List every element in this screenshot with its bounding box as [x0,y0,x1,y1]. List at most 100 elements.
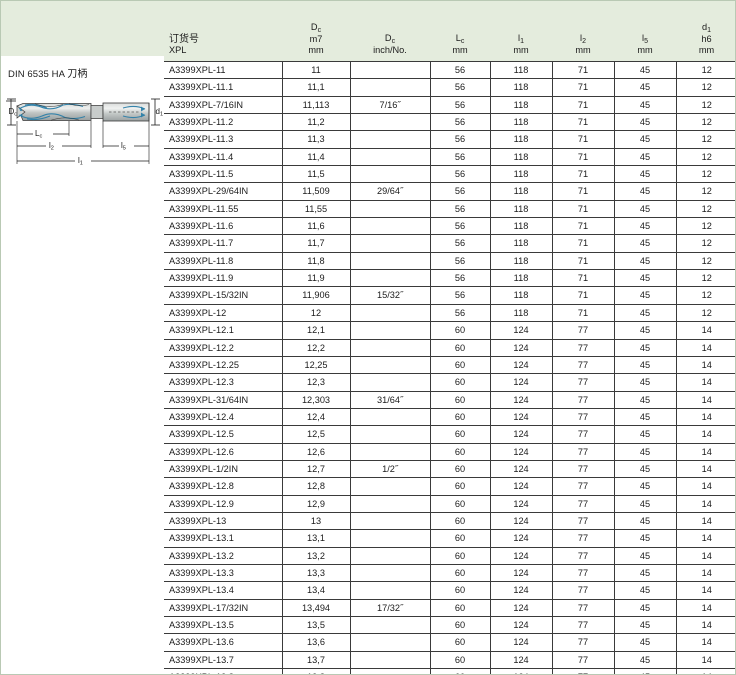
cell-lc: 56 [430,234,491,253]
column-header-d1-symbol: d [701,22,708,32]
table-row[interactable]: A3399XPL-12.8 12,8 60 124 77 45 14 [164,477,735,496]
cell-d1: 14 [676,407,735,426]
table-row[interactable]: A3399XPL-12.3 12,3 60 124 77 45 14 [164,373,735,392]
table-row[interactable]: A3399XPL-11.5 11,5 56 118 71 45 12 [164,165,735,183]
cell-l1: 124 [490,650,553,669]
table-row[interactable]: A3399XPL-12.4 12,4 60 124 77 45 14 [164,407,735,426]
table-row[interactable]: A3399XPL-11.9 11,9 56 118 71 45 12 [164,269,735,287]
cell-dc-mm: 12,1 [282,321,351,339]
table-row[interactable]: A3399XPL-11.2 11,2 56 118 71 45 12 [164,113,735,131]
cell-l2: 77 [552,546,615,565]
cell-l5: 45 [614,182,677,201]
table-row[interactable]: A3399XPL-12.25 12,25 60 124 77 45 14 [164,355,735,374]
cell-dc-inch [350,303,431,322]
table-row[interactable]: A3399XPL-11.3 11,3 56 118 71 45 12 [164,130,735,149]
column-header-dc-inch-subscript: c [391,38,396,45]
cell-l2: 77 [552,668,615,674]
table-row[interactable]: A3399XPL-13.6 13,6 60 124 77 45 14 [164,633,735,652]
cell-d1: 12 [676,303,735,322]
table-row[interactable]: A3399XPL-11.6 11,6 56 118 71 45 12 [164,217,735,235]
table-row[interactable]: A3399XPL-12.2 12,2 60 124 77 45 14 [164,338,735,357]
cell-dc-mm: 11,113 [282,95,351,114]
cell-l2: 77 [552,373,615,392]
cell-lc: 56 [430,78,491,97]
column-header-l5-subscript: 5 [644,38,648,45]
cell-l2: 71 [552,251,615,270]
cell-l5: 45 [614,494,677,513]
cell-dc-mm: 11,4 [282,147,351,166]
table-row[interactable]: A3399XPL-11.7 11,7 56 118 71 45 12 [164,234,735,253]
cell-l5: 45 [614,442,677,461]
cell-dc-inch [350,494,431,513]
table-row[interactable]: A3399XPL-29/64IN 11,509 29/64˝ 56 118 71 45 12 [164,182,735,201]
cell-l5: 45 [614,251,677,270]
cell-dc-mm: 13,7 [282,650,351,669]
table-row[interactable]: A3399XPL-12.1 12,1 60 124 77 45 14 [164,321,735,339]
cell-dc-inch: 31/64˝ [350,390,431,409]
table-row[interactable]: A3399XPL-13.2 13,2 60 124 77 45 14 [164,546,735,565]
column-header-order-cjk: 订货号 [169,34,199,45]
column-header-l5-symbol: l [642,33,645,43]
cell-dc-inch [350,60,431,79]
cell-dc-mm: 11,5 [282,165,351,183]
cell-dc-mm: 11,3 [282,130,351,149]
table-row[interactable]: A3399XPL-13 13 60 124 77 45 14 [164,511,735,530]
cell-l1: 124 [490,563,553,582]
table-row[interactable]: A3399XPL-13.3 13,3 60 124 77 45 14 [164,563,735,582]
cell-order-number: A3399XPL-12 [164,303,283,322]
table-row[interactable]: A3399XPL-12.6 12,6 60 124 77 45 14 [164,442,735,461]
cell-l5: 45 [614,529,677,548]
cell-dc-inch [350,269,431,287]
cell-dc-inch: 1/2˝ [350,459,431,478]
table-row[interactable]: A3399XPL-7/16IN 11,113 7/16˝ 56 118 71 45 12 [164,95,735,114]
table-row[interactable]: A3399XPL-11.8 11,8 56 118 71 45 12 [164,251,735,270]
table-row[interactable]: A3399XPL-11.55 11,55 56 118 71 45 12 [164,199,735,218]
cell-dc-mm: 13,6 [282,633,351,652]
cell-l2: 71 [552,286,615,305]
cell-d1: 12 [676,95,735,114]
cell-l1: 118 [490,217,553,235]
cell-d1: 12 [676,165,735,183]
table-row[interactable]: A3399XPL-12.5 12,5 60 124 77 45 14 [164,425,735,444]
cell-l5: 45 [614,321,677,339]
column-header-dc-inch: Dc inch/No. [350,1,430,62]
table-row[interactable]: A3399XPL-13.7 13,7 60 124 77 45 14 [164,650,735,669]
cell-l1: 118 [490,234,553,253]
cell-l2: 77 [552,633,615,652]
tool-illustration [16,102,150,122]
cell-l2: 71 [552,130,615,149]
table-row[interactable]: A3399XPL-11.4 11,4 56 118 71 45 12 [164,147,735,166]
table-row[interactable]: A3399XPL-12 12 56 118 71 45 12 [164,303,735,322]
table-row[interactable]: A3399XPL-31/64IN 12,303 31/64˝ 60 124 77 45 14 [164,390,735,409]
cell-d1: 12 [676,234,735,253]
label-lc: Lc [35,129,42,140]
table-row[interactable]: A3399XPL-13.4 13,4 60 124 77 45 14 [164,581,735,600]
table-row[interactable]: A3399XPL-11.1 11,1 56 118 71 45 12 [164,78,735,97]
cell-l5: 45 [614,199,677,218]
cell-l2: 77 [552,650,615,669]
table-row[interactable]: A3399XPL-13.1 13,1 60 124 77 45 14 [164,529,735,548]
cell-dc-mm: 12,7 [282,459,351,478]
cell-dc-inch [350,650,431,669]
table-row[interactable]: A3399XPL-13.5 13,5 60 124 77 45 14 [164,615,735,634]
cell-dc-inch [350,130,431,149]
table-row[interactable]: A3399XPL-15/32IN 11,906 15/32˝ 56 118 71 45 12 [164,286,735,305]
column-header-l2-unit: mm [575,45,591,55]
table-row[interactable]: A3399XPL-11 11 56 118 71 45 12 [164,60,735,79]
cell-lc: 60 [430,373,491,392]
table-row[interactable]: A3399XPL-1/2IN 12,7 1/2˝ 60 124 77 45 14 [164,459,735,478]
column-header-order-xpl: XPL [169,45,187,55]
cell-dc-mm: 11,6 [282,217,351,235]
cell-lc: 56 [430,286,491,305]
cell-d1: 14 [676,563,735,582]
cell-lc: 60 [430,407,491,426]
cell-dc-inch [350,199,431,218]
cell-lc: 60 [430,563,491,582]
cell-dc-inch [350,615,431,634]
dimension-l1: l1 [17,154,149,167]
cell-lc: 60 [430,615,491,634]
column-header-l2-symbol: l [580,33,583,43]
table-row[interactable]: A3399XPL-12.9 12,9 60 124 77 45 14 [164,494,735,513]
table-row[interactable]: A3399XPL-17/32IN 13,494 17/32˝ 60 124 77 45 14 [164,598,735,617]
